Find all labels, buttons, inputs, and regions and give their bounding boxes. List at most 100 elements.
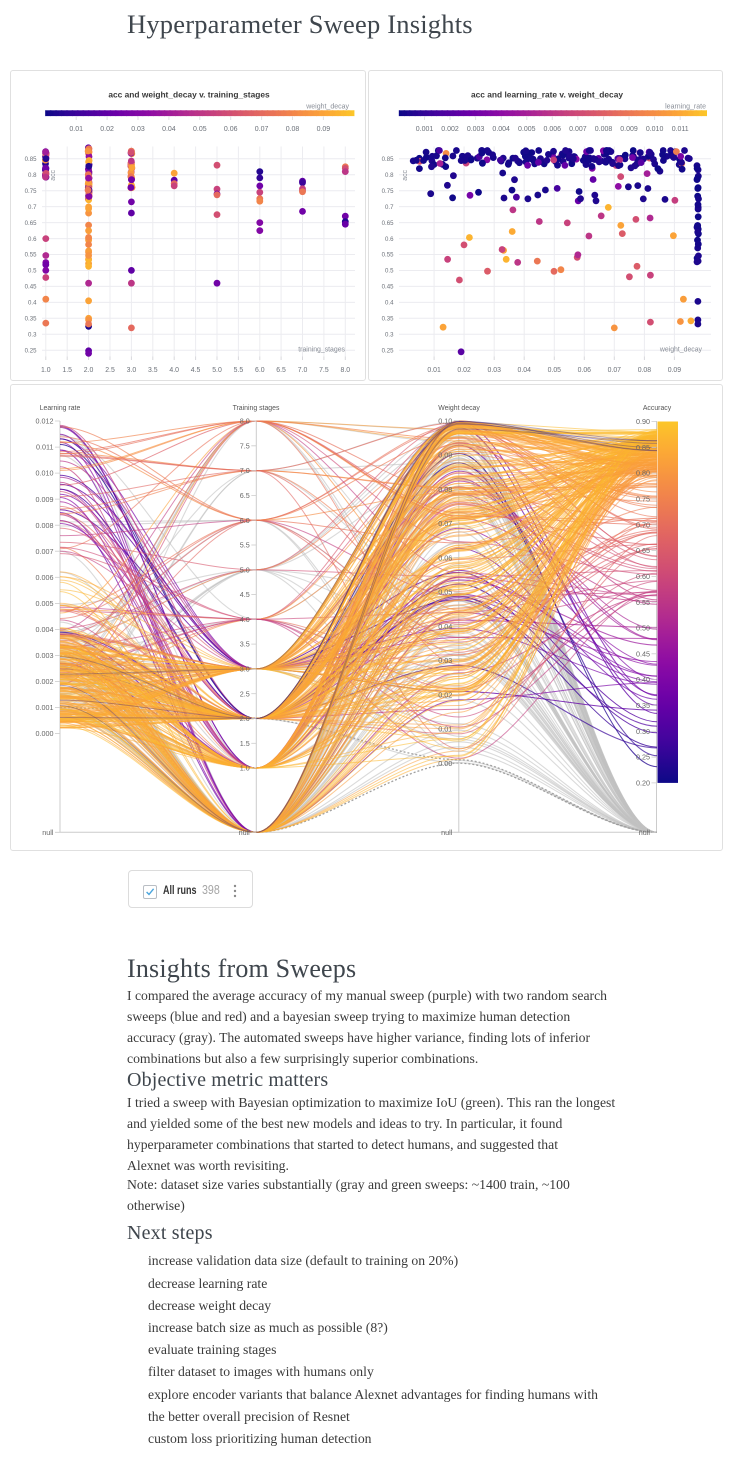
svg-text:0.05: 0.05 xyxy=(438,588,452,597)
svg-text:1.0: 1.0 xyxy=(240,764,250,773)
svg-text:0.01: 0.01 xyxy=(69,126,83,133)
svg-text:3.0: 3.0 xyxy=(127,367,137,374)
svg-text:0.05: 0.05 xyxy=(548,367,562,374)
svg-text:0.30: 0.30 xyxy=(636,727,650,736)
svg-text:0.3: 0.3 xyxy=(385,331,394,338)
svg-text:0.03: 0.03 xyxy=(487,367,501,374)
svg-text:0.3: 0.3 xyxy=(28,331,37,338)
svg-text:0.75: 0.75 xyxy=(382,188,394,195)
svg-text:3.5: 3.5 xyxy=(148,367,158,374)
svg-text:0.07: 0.07 xyxy=(255,126,269,133)
svg-text:8.0: 8.0 xyxy=(341,367,351,374)
svg-text:0.55: 0.55 xyxy=(636,598,650,607)
svg-text:7.0: 7.0 xyxy=(240,466,250,475)
svg-text:weight_decay: weight_decay xyxy=(305,104,349,111)
svg-text:1.5: 1.5 xyxy=(240,739,250,748)
svg-text:0.25: 0.25 xyxy=(636,753,650,762)
svg-text:acc and weight_decay v. traini: acc and weight_decay v. training_stages xyxy=(108,90,270,100)
svg-text:weight_decay: weight_decay xyxy=(659,347,703,354)
svg-text:learning_rate: learning_rate xyxy=(665,104,706,111)
svg-text:5.5: 5.5 xyxy=(234,367,244,374)
svg-text:0.09: 0.09 xyxy=(317,126,331,133)
svg-text:2.0: 2.0 xyxy=(240,714,250,723)
svg-text:0.03: 0.03 xyxy=(131,126,145,133)
svg-text:0.003: 0.003 xyxy=(467,126,485,133)
svg-text:0.40: 0.40 xyxy=(636,675,650,684)
svg-text:0.011: 0.011 xyxy=(672,126,689,133)
svg-text:0.02: 0.02 xyxy=(438,690,452,699)
svg-text:0.4: 0.4 xyxy=(28,300,37,307)
svg-text:0.002: 0.002 xyxy=(441,126,459,133)
svg-text:0.80: 0.80 xyxy=(636,469,650,478)
svg-text:Weight decay: Weight decay xyxy=(438,405,480,412)
svg-text:4.0: 4.0 xyxy=(169,367,179,374)
svg-text:6.5: 6.5 xyxy=(240,491,250,500)
svg-text:2.5: 2.5 xyxy=(240,689,250,698)
svg-text:0.07: 0.07 xyxy=(608,367,622,374)
svg-text:0.45: 0.45 xyxy=(382,284,394,291)
svg-text:0.45: 0.45 xyxy=(25,284,37,291)
svg-text:8.0: 8.0 xyxy=(240,417,250,426)
svg-text:0.08: 0.08 xyxy=(638,367,652,374)
svg-text:0.09: 0.09 xyxy=(668,367,682,374)
svg-text:1.5: 1.5 xyxy=(62,367,72,374)
svg-text:6.5: 6.5 xyxy=(276,367,286,374)
svg-text:0.007: 0.007 xyxy=(569,126,587,133)
svg-text:5.0: 5.0 xyxy=(212,367,222,374)
svg-text:0.65: 0.65 xyxy=(25,220,37,227)
svg-text:null: null xyxy=(239,828,251,837)
svg-text:0.55: 0.55 xyxy=(382,252,394,259)
svg-text:null: null xyxy=(639,828,651,837)
svg-text:0.7: 0.7 xyxy=(385,204,394,211)
svg-text:acc and learning_rate v. weigh: acc and learning_rate v. weight_decay xyxy=(471,90,623,100)
svg-text:0.75: 0.75 xyxy=(636,495,650,504)
svg-text:0.008: 0.008 xyxy=(36,521,54,530)
svg-text:1.0: 1.0 xyxy=(41,367,51,374)
svg-text:0.35: 0.35 xyxy=(25,316,37,323)
svg-text:3.5: 3.5 xyxy=(240,640,250,649)
svg-text:0.4: 0.4 xyxy=(385,300,394,307)
svg-text:0.70: 0.70 xyxy=(636,520,650,529)
svg-text:0.8: 0.8 xyxy=(28,172,37,179)
svg-text:0.005: 0.005 xyxy=(36,599,54,608)
svg-text:0.010: 0.010 xyxy=(36,469,54,478)
svg-text:0.65: 0.65 xyxy=(382,220,394,227)
svg-text:0.45: 0.45 xyxy=(636,649,650,658)
svg-text:0.008: 0.008 xyxy=(595,126,613,133)
svg-text:4.5: 4.5 xyxy=(240,590,250,599)
svg-text:0.6: 0.6 xyxy=(385,236,394,243)
svg-text:0.04: 0.04 xyxy=(162,126,176,133)
svg-text:2.5: 2.5 xyxy=(105,367,115,374)
svg-text:0.03: 0.03 xyxy=(438,656,452,665)
svg-text:acc: acc xyxy=(50,169,57,180)
svg-text:0.00: 0.00 xyxy=(438,759,452,768)
svg-text:0.000: 0.000 xyxy=(36,729,54,738)
svg-text:0.55: 0.55 xyxy=(25,252,37,259)
svg-text:0.003: 0.003 xyxy=(36,651,54,660)
svg-text:6.0: 6.0 xyxy=(240,516,250,525)
svg-text:0.50: 0.50 xyxy=(636,624,650,633)
svg-text:0.90: 0.90 xyxy=(636,417,650,426)
svg-text:0.25: 0.25 xyxy=(25,347,37,354)
svg-text:0.06: 0.06 xyxy=(438,553,452,562)
svg-text:4.0: 4.0 xyxy=(240,615,250,624)
svg-text:0.5: 0.5 xyxy=(28,268,37,275)
svg-text:0.012: 0.012 xyxy=(36,417,54,426)
svg-text:0.006: 0.006 xyxy=(544,126,562,133)
svg-text:5.0: 5.0 xyxy=(240,565,250,574)
svg-text:0.35: 0.35 xyxy=(382,316,394,323)
svg-text:Learning rate: Learning rate xyxy=(40,405,81,412)
svg-text:0.65: 0.65 xyxy=(636,546,650,555)
svg-text:7.5: 7.5 xyxy=(240,441,250,450)
svg-text:0.01: 0.01 xyxy=(438,725,452,734)
svg-text:training_stages: training_stages xyxy=(298,347,345,354)
svg-text:0.60: 0.60 xyxy=(636,572,650,581)
svg-text:0.08: 0.08 xyxy=(438,485,452,494)
svg-text:0.6: 0.6 xyxy=(28,236,37,243)
svg-text:0.5: 0.5 xyxy=(385,268,394,275)
svg-text:3.0: 3.0 xyxy=(240,665,250,674)
svg-text:0.006: 0.006 xyxy=(36,573,54,582)
svg-text:0.05: 0.05 xyxy=(193,126,207,133)
svg-text:null: null xyxy=(441,828,453,837)
svg-text:acc: acc xyxy=(402,169,409,180)
